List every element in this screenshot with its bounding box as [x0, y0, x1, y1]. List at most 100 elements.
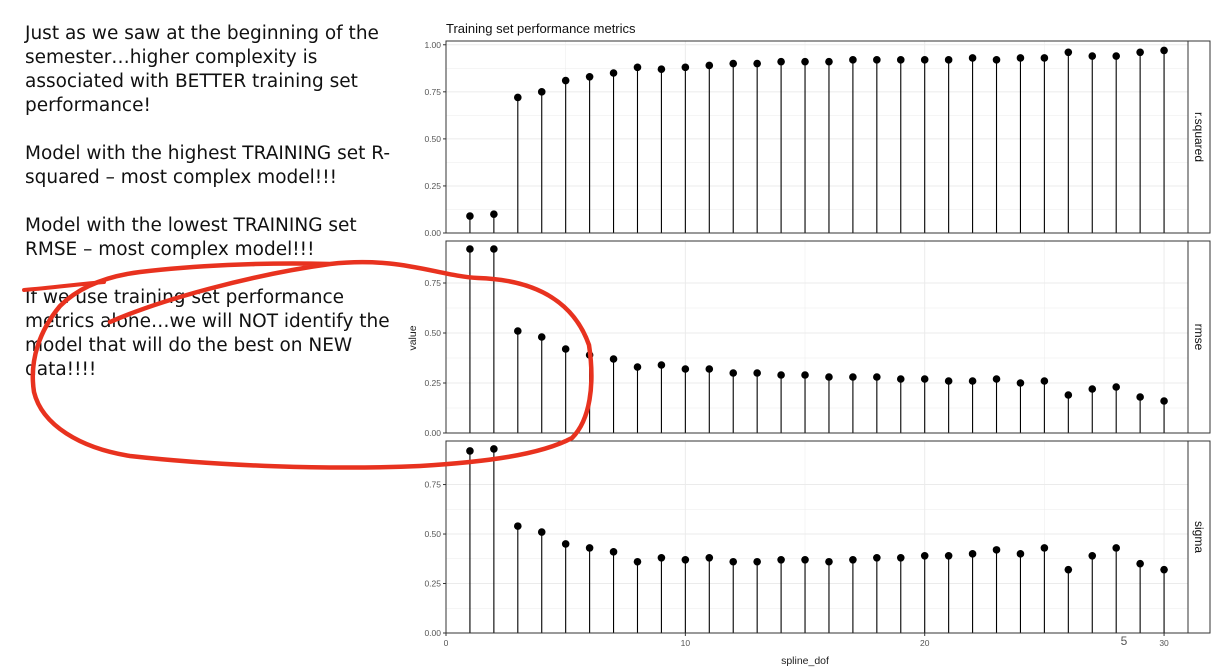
data-point	[1088, 552, 1097, 560]
data-point	[873, 56, 881, 64]
data-point	[968, 377, 977, 385]
slide-paragraph-3: Model with the lowest TRAINING set RMSE …	[25, 215, 357, 260]
data-point	[849, 56, 857, 64]
data-point	[1136, 393, 1144, 401]
slide-paragraph-1: Just as we saw at the beginning of the s…	[25, 23, 379, 116]
data-point	[801, 57, 809, 66]
y-tick-label: 0.50	[424, 529, 441, 539]
data-point	[992, 56, 1001, 64]
y-tick-label: 1.00	[424, 40, 441, 50]
data-point	[920, 56, 929, 64]
data-point	[992, 375, 1001, 383]
data-point	[609, 548, 618, 556]
data-point	[1160, 397, 1168, 405]
data-point	[609, 69, 618, 77]
data-point	[1064, 565, 1073, 574]
data-point	[873, 553, 881, 562]
data-point	[657, 553, 666, 562]
data-point	[825, 557, 833, 566]
data-point	[561, 76, 570, 85]
y-tick-label: 0.50	[424, 134, 441, 144]
data-point	[729, 369, 738, 377]
data-point	[1040, 377, 1049, 385]
data-point	[514, 522, 522, 530]
data-point	[920, 375, 929, 383]
data-point	[753, 59, 761, 68]
data-point	[944, 56, 953, 64]
data-point	[753, 369, 761, 377]
data-point	[705, 365, 714, 373]
data-point	[537, 528, 546, 536]
data-point	[1112, 52, 1120, 60]
data-point	[992, 546, 1001, 554]
data-point	[968, 550, 977, 558]
data-point	[657, 65, 666, 74]
strip-box	[1187, 240, 1211, 434]
data-point	[777, 371, 785, 379]
data-point	[896, 56, 905, 64]
data-point	[537, 88, 546, 96]
y-tick-label: 0.00	[424, 628, 441, 638]
data-point	[681, 63, 690, 72]
strip-label-rmse: rmse	[1192, 324, 1206, 351]
data-point	[896, 553, 905, 562]
data-point	[585, 72, 594, 81]
data-point	[633, 557, 642, 566]
data-point	[729, 557, 738, 566]
page-number: 5	[1121, 634, 1128, 648]
y-tick-label: 0.75	[424, 480, 441, 490]
data-point	[1040, 54, 1049, 62]
data-point	[825, 373, 833, 381]
data-point	[585, 544, 594, 552]
data-point	[920, 552, 929, 560]
data-point	[466, 447, 474, 455]
data-point	[873, 373, 881, 381]
data-point	[657, 361, 666, 369]
data-point	[849, 555, 857, 564]
data-point	[514, 327, 522, 335]
y-tick-label: 0.00	[424, 228, 441, 238]
data-point	[490, 445, 498, 453]
chart-panels: 0.00 0.25 0.50 0.75 1.00 r.squared 0.00 0.25 0.5…	[424, 40, 1211, 648]
data-point	[537, 333, 546, 341]
data-point	[968, 54, 977, 62]
slide-paragraph-2: Model with the highest TRAINING set R-sq…	[25, 143, 391, 188]
data-point	[896, 375, 905, 383]
strip-box	[1187, 40, 1211, 234]
strip-label-r.squared: r.squared	[1192, 112, 1206, 162]
data-point	[1160, 565, 1168, 574]
data-point	[1088, 52, 1097, 60]
data-point	[777, 555, 785, 564]
data-point	[609, 355, 618, 363]
data-point	[466, 212, 474, 220]
x-tick-label: 0	[444, 638, 449, 648]
data-point	[466, 245, 474, 253]
y-tick-label: 0.75	[424, 278, 441, 288]
data-point	[633, 363, 642, 371]
data-point	[753, 557, 761, 566]
data-point	[490, 210, 498, 218]
y-axis-title: value	[407, 325, 419, 350]
panel-r.squared: 0.00 0.25 0.50 0.75 1.00 r.squared	[424, 40, 1211, 238]
y-tick-label: 0.25	[424, 579, 441, 589]
data-point	[825, 57, 833, 66]
data-point	[1112, 383, 1120, 391]
x-axis: 0 10 20 30	[444, 633, 1169, 648]
data-point	[944, 552, 953, 560]
data-point	[681, 365, 690, 373]
panel-border	[445, 240, 1189, 434]
y-tick-label: 0.00	[424, 428, 441, 438]
data-point	[1064, 48, 1073, 57]
data-point	[705, 553, 714, 562]
data-point	[681, 555, 690, 564]
data-point	[705, 61, 714, 70]
y-tick-label: 0.25	[424, 378, 441, 388]
panel-border	[445, 40, 1189, 234]
y-tick-label: 0.50	[424, 328, 441, 338]
data-point	[944, 377, 953, 385]
data-point	[801, 371, 809, 379]
x-axis-title: spline_dof	[781, 655, 829, 667]
panel-sigma: 0.00 0.25 0.50 0.75 sigma	[424, 440, 1211, 638]
data-point	[561, 540, 570, 548]
